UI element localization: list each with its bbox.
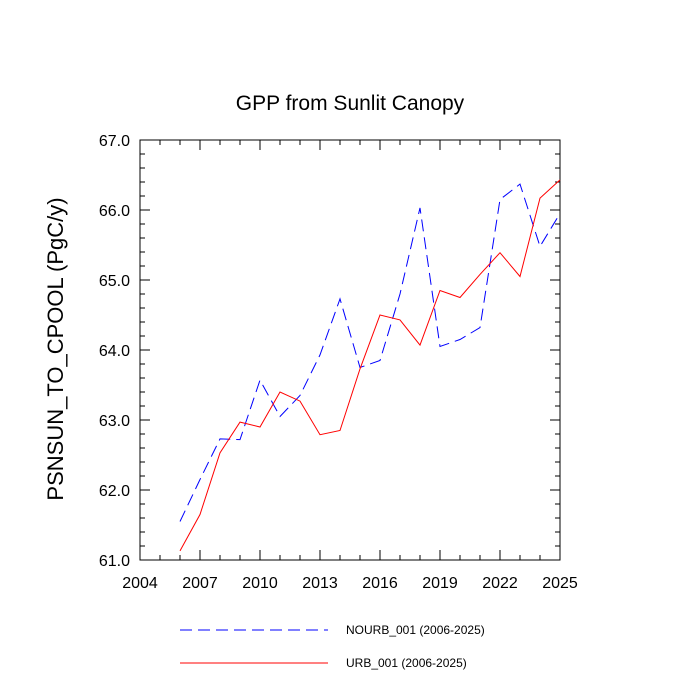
y-tick-label: 64.0 [99, 343, 130, 360]
x-tick-label: 2007 [182, 575, 218, 592]
x-tick-label: 2019 [422, 575, 458, 592]
series-line-nourb [179, 183, 561, 522]
x-tick-label: 2016 [362, 575, 398, 592]
series-line-urb [179, 179, 561, 552]
legend: NOURB_001 (2006-2025) URB_001 (2006-2025) [180, 623, 485, 670]
legend-label: URB_001 (2006-2025) [346, 656, 467, 670]
series-lines [179, 179, 561, 552]
x-tick-label: 2013 [302, 575, 338, 592]
x-tick-label: 2010 [242, 575, 278, 592]
x-tick-label: 2025 [542, 575, 578, 592]
y-tick-label: 67.0 [99, 133, 130, 150]
y-tick-label: 66.0 [99, 203, 130, 220]
x-tick-label: 2004 [122, 575, 158, 592]
legend-label: NOURB_001 (2006-2025) [346, 623, 485, 637]
y-tick-label: 65.0 [99, 273, 130, 290]
y-tick-label: 63.0 [99, 413, 130, 430]
plot-frame [139, 139, 561, 561]
axis-ticks: 61.0 62.0 63.0 64.0 65.0 66.0 67.0 2004 2007 2010… [99, 133, 578, 592]
x-tick-label: 2022 [482, 575, 518, 592]
y-tick-label: 62.0 [99, 483, 130, 500]
y-axis-label: PSNSUN_TO_CPOOL (PgC/y) [43, 197, 68, 500]
chart-title: GPP from Sunlit Canopy [236, 92, 465, 115]
y-tick-label: 61.0 [99, 553, 130, 570]
